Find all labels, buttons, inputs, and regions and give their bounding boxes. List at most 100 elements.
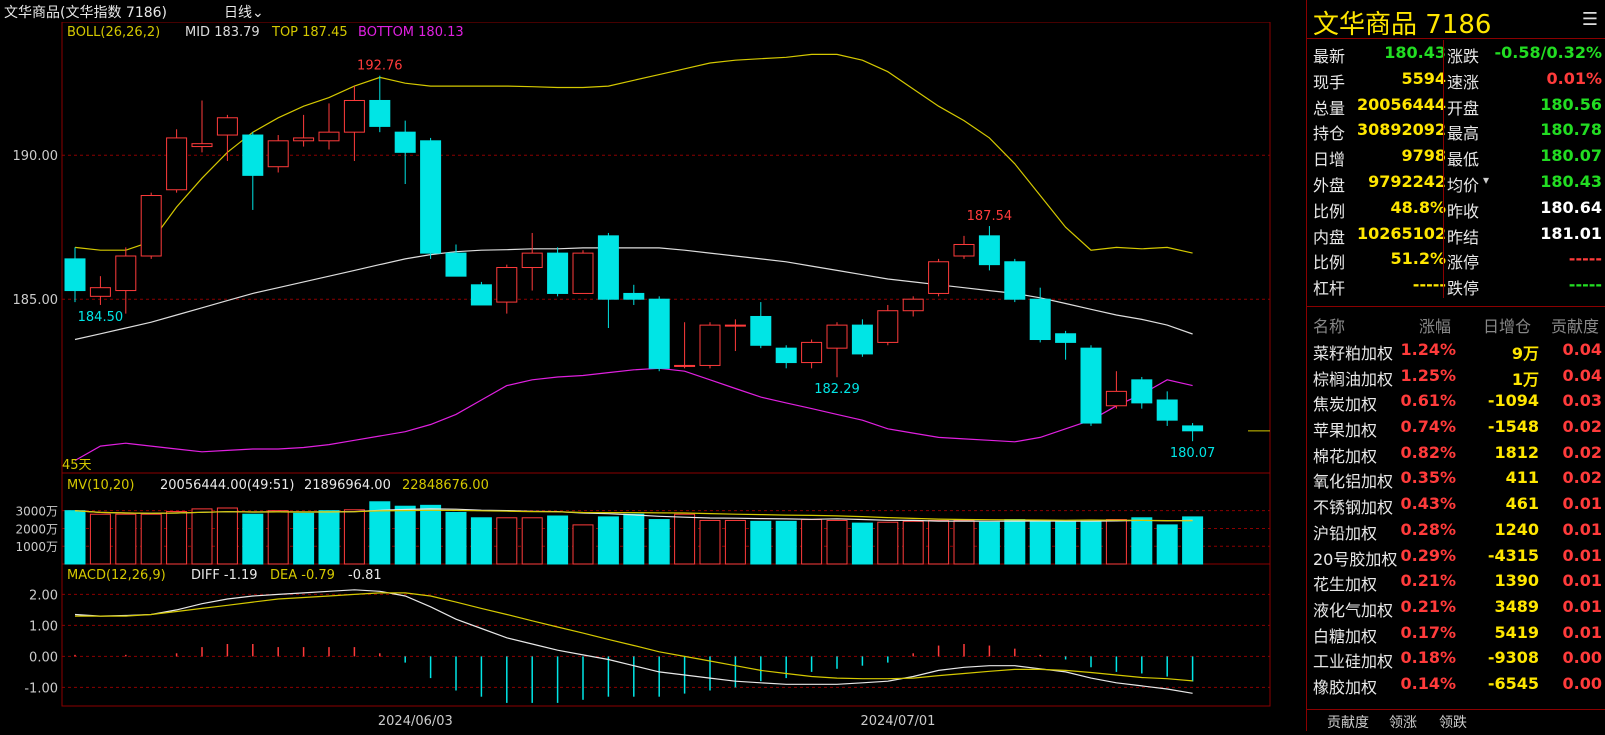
contribution-cell: 0.01	[1562, 596, 1602, 616]
volume-bar	[623, 513, 645, 565]
contribution-row[interactable]: 棕榈油加权 1.25% 1万 0.04	[1307, 363, 1605, 389]
quote-row: 持仓 30892092 最高 180.78	[1307, 117, 1605, 143]
quote-label: 速涨	[1447, 72, 1480, 92]
boll-bottom-label: BOTTOM 180.13	[358, 25, 464, 40]
volume-bar	[1055, 520, 1077, 565]
quote-value: 0.01%	[1546, 68, 1602, 88]
contribution-cell: 棉花加权	[1313, 446, 1378, 466]
panel-tab[interactable]: 领跌	[1439, 715, 1467, 731]
quote-value: -----	[1412, 275, 1446, 295]
contribution-cell: 1812	[1494, 442, 1539, 462]
candle-body	[470, 284, 492, 306]
contribution-cell: 0.17%	[1400, 622, 1456, 642]
candle-body	[64, 258, 86, 292]
volume-bar	[750, 520, 772, 565]
contribution-cell: 0.18%	[1400, 648, 1456, 668]
panel-tab[interactable]: 领涨	[1389, 715, 1417, 731]
contribution-cell: 0.02	[1562, 417, 1602, 437]
quote-header: 文华商品 7186 ☰	[1307, 0, 1605, 40]
contribution-row[interactable]: 焦炭加权 0.61% -1094 0.03	[1307, 388, 1605, 414]
candle-body	[801, 341, 823, 364]
mv-value-2: 21896964.00	[304, 478, 391, 493]
x-axis-label: 2024/06/03	[378, 714, 453, 729]
contribution-row[interactable]: 工业硅加权 0.18% -9308 0.00	[1307, 645, 1605, 671]
contribution-cell: -4315	[1487, 545, 1539, 565]
candle-body	[445, 252, 467, 277]
quote-value: -----	[1568, 249, 1602, 269]
contribution-cell: 0.01	[1562, 519, 1602, 539]
price-tick-label: 190.00	[13, 149, 59, 164]
contribution-cell: -1094	[1487, 391, 1539, 411]
quote-row: 外盘 9792242 均价 180.43 ▾	[1307, 169, 1605, 195]
candle-body	[699, 324, 721, 366]
quote-row: 内盘 10265102 昨结 181.01	[1307, 221, 1605, 247]
contribution-cell: 0.00	[1562, 648, 1602, 668]
quote-label: 内盘	[1313, 227, 1346, 247]
quote-row: 杠杆 ----- 跌停 -----	[1307, 272, 1605, 298]
volume-bar	[1182, 516, 1204, 565]
contribution-row[interactable]: 20号胶加权 0.29% -4315 0.01	[1307, 543, 1605, 569]
contribution-cell: 0.01	[1562, 545, 1602, 565]
column-header[interactable]: 日增仓	[1483, 317, 1532, 336]
quote-row: 最新 180.43 涨跌 -0.58/0.32%	[1307, 40, 1605, 66]
candle-body	[267, 140, 289, 168]
contribution-row[interactable]: 沪铅加权 0.28% 1240 0.01	[1307, 517, 1605, 543]
quote-label: 昨收	[1447, 201, 1480, 221]
quote-label: 最低	[1447, 150, 1480, 170]
price-annotation: 182.29	[814, 382, 860, 397]
volume-bar	[496, 517, 518, 565]
contribution-row[interactable]: 橡胶加权 0.14% -6545 0.00	[1307, 671, 1605, 697]
volume-bar	[293, 512, 315, 565]
quote-value: 10265102	[1356, 223, 1446, 243]
contribution-cell: 氧化铝加权	[1313, 472, 1394, 492]
quote-label: 最高	[1447, 124, 1480, 144]
volume-bar	[902, 520, 924, 565]
quote-label: 日增	[1313, 150, 1346, 170]
volume-bar	[775, 520, 797, 565]
panel-tab[interactable]: 贡献度	[1327, 715, 1369, 731]
chart-area[interactable]: 185.00 190.00 3000万 2000万 1000万 2.00 1.00 0.00 -…	[0, 21, 1305, 731]
quote-label: 涨停	[1447, 253, 1480, 273]
column-header[interactable]: 涨幅	[1419, 317, 1452, 336]
contribution-row[interactable]: 菜籽粕加权 1.24% 9万 0.04	[1307, 337, 1605, 363]
quote-label: 杠杆	[1313, 279, 1346, 299]
candle-body	[953, 243, 975, 257]
contribution-row[interactable]: 液化气加权 0.21% 3489 0.01	[1307, 594, 1605, 620]
candle-body	[1182, 425, 1204, 432]
contribution-row[interactable]: 不锈钢加权 0.43% 461 0.01	[1307, 491, 1605, 517]
contribution-cell: -1548	[1487, 417, 1539, 437]
quote-value: -0.58/0.32%	[1494, 43, 1602, 62]
price-annotation: 180.07	[1170, 446, 1216, 461]
contribution-cell: -6545	[1487, 673, 1539, 693]
macd-diff-line	[74, 589, 1193, 694]
chart-title[interactable]: 文华商品(文华指数 7186)	[4, 5, 168, 21]
column-header[interactable]: 贡献度	[1551, 317, 1600, 336]
volume-bar	[826, 519, 848, 565]
contribution-row[interactable]: 棉花加权 0.82% 1812 0.02	[1307, 440, 1605, 466]
contribution-row[interactable]: 氧化铝加权 0.35% 411 0.02	[1307, 465, 1605, 491]
contribution-row[interactable]: 花生加权 0.21% 1390 0.01	[1307, 568, 1605, 594]
period-selector[interactable]: 日线⌄	[224, 2, 264, 22]
caret-down-icon[interactable]: ▾	[1483, 172, 1490, 187]
contribution-row[interactable]: 苹果加权 0.74% -1548 0.02	[1307, 414, 1605, 440]
contribution-header: 名称 涨幅 日增仓 贡献度	[1307, 307, 1605, 337]
dea-label: DEA -0.79	[270, 568, 335, 583]
contribution-cell: 橡胶加权	[1313, 677, 1378, 697]
volume-bar	[851, 522, 873, 565]
contribution-row[interactable]: 白糖加权 0.17% 5419 0.01	[1307, 620, 1605, 646]
volume-tick-label: 2000万	[15, 522, 58, 536]
boll-top-label: TOP 187.45	[271, 25, 348, 40]
volume-bar	[724, 519, 746, 565]
column-header[interactable]: 名称	[1313, 317, 1346, 336]
quote-value: 9798	[1401, 146, 1446, 166]
quote-row: 现手 5594 速涨 0.01%	[1307, 66, 1605, 92]
kline-chart[interactable]: 185.00 190.00 3000万 2000万 1000万 2.00 1.00 0.00 -…	[0, 21, 1305, 731]
candle-body	[547, 252, 569, 294]
volume-bar	[267, 510, 289, 565]
volume-bar	[699, 519, 721, 565]
list-menu-icon[interactable]: ☰	[1581, 9, 1598, 30]
candle-body	[1105, 390, 1127, 407]
instrument-name: 文华商品 7186	[1313, 10, 1492, 40]
candle-body	[89, 287, 111, 297]
volume-bar	[470, 517, 492, 565]
